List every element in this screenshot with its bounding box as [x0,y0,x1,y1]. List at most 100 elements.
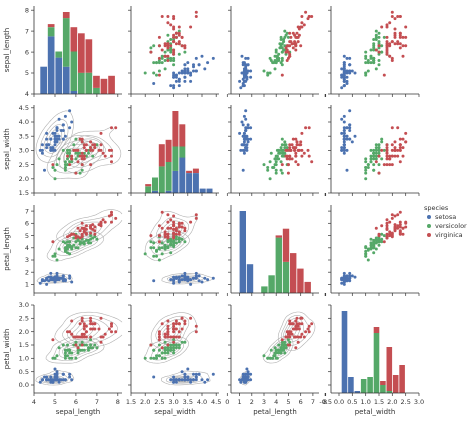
point-virginica [390,235,394,239]
point-versicolor [279,346,283,350]
point-versicolor [76,238,80,242]
point-virginica [304,10,308,14]
point-setosa [238,79,242,83]
point-virginica [72,335,76,339]
point-virginica [101,218,105,222]
point-virginica [299,335,303,339]
point-virginica [101,151,105,155]
point-versicolor [89,241,93,245]
point-virginica [396,42,400,46]
point-setosa [57,134,61,138]
point-versicolor [283,151,287,155]
point-versicolor [68,240,72,244]
point-setosa [45,378,49,382]
point-versicolor [84,154,88,158]
point-virginica [89,327,93,331]
point-virginica [107,148,111,152]
point-setosa [70,120,74,124]
point-virginica [398,148,402,152]
x-axis-label: petal_length [253,408,297,416]
point-versicolor [160,61,164,65]
point-versicolor [374,35,378,39]
point-virginica [388,42,392,46]
point-versicolor [163,340,167,344]
point-versicolor [273,346,277,350]
hist-bar-virginica [290,253,297,293]
point-virginica [74,148,78,152]
point-versicolor [72,236,76,240]
point-virginica [80,316,84,320]
point-virginica [396,148,400,152]
point-versicolor [163,351,167,355]
point-virginica [385,236,389,240]
point-versicolor [274,50,278,54]
point-virginica [290,332,294,336]
point-virginica [172,25,176,29]
point-virginica [172,220,176,224]
hist-bar-setosa [192,173,199,193]
point-virginica [398,35,402,39]
point-virginica [172,48,176,52]
point-virginica [93,146,97,150]
point-setosa [239,380,243,384]
point-setosa [63,114,67,118]
point-setosa [174,73,178,77]
panel-petal_length-vs-petal_length [226,205,326,296]
point-setosa [180,278,184,282]
point-versicolor [166,351,170,355]
point-versicolor [266,166,270,169]
point-virginica [396,126,400,130]
point-virginica [396,154,400,158]
panel-petal_length-vs-sepal_length: 1 2 3 4 5 6 7 petal_length [3,205,123,296]
point-virginica [294,137,298,141]
point-versicolor [275,356,279,360]
point-versicolor [166,346,170,350]
point-setosa [183,67,187,71]
point-versicolor [288,340,292,344]
hist-bar-virginica [179,124,186,147]
point-virginica [299,25,303,29]
point-virginica [84,330,88,334]
point-setosa [55,137,59,141]
point-virginica [393,229,397,233]
point-virginica [99,131,103,135]
point-setosa [53,378,57,382]
point-versicolor [372,44,376,48]
y-tick-label: 3.5 [19,132,29,140]
point-virginica [293,42,297,46]
point-versicolor [160,252,164,256]
point-versicolor [372,154,376,158]
point-virginica [300,332,304,336]
point-virginica [295,140,299,144]
point-versicolor [282,148,286,152]
point-virginica [294,146,298,150]
point-versicolor [87,148,90,152]
y-tick-label: 1.0 [19,355,29,363]
point-virginica [160,346,164,350]
point-virginica [183,319,187,323]
point-setosa [152,82,156,85]
x-tick-label: 6 [299,398,303,406]
point-setosa [242,375,246,379]
point-versicolor [177,343,181,347]
point-versicolor [66,354,69,358]
point-virginica [401,35,405,39]
point-versicolor [278,348,282,352]
point-versicolor [157,354,161,358]
point-setosa [70,280,74,284]
point-virginica [390,126,394,130]
point-virginica [385,151,389,155]
point-versicolor [87,348,90,352]
kde-contour [150,211,198,245]
point-setosa [241,168,245,172]
point-virginica [390,163,394,167]
point-virginica [404,220,408,224]
point-versicolor [369,160,373,164]
point-versicolor [78,151,82,155]
point-virginica [180,225,184,229]
point-virginica [80,140,84,144]
point-versicolor [63,166,67,169]
hist-bar-versicolor [145,186,152,193]
point-versicolor [277,343,281,347]
point-setosa [203,276,207,280]
